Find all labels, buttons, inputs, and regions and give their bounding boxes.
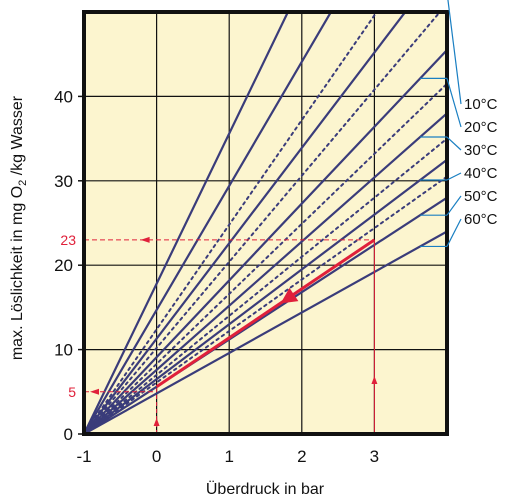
solid-line-unlabeled-0 bbox=[84, 12, 290, 434]
y-tick-label-2: 20 bbox=[54, 256, 73, 275]
example-arrow-up-start bbox=[153, 418, 160, 426]
grid-lines bbox=[84, 12, 447, 434]
x-tick-label-1: 0 bbox=[152, 447, 161, 466]
series-line-5 bbox=[84, 230, 447, 434]
legend: 10°C 20°C 30°C 40°C 50°C 60°C bbox=[420, 0, 498, 248]
example-read-arrow-1 bbox=[140, 236, 150, 243]
y-tick-label-0: 0 bbox=[64, 425, 73, 444]
legend-label-5: 60°C bbox=[464, 211, 498, 228]
plot-background bbox=[84, 12, 447, 434]
series-line-1 bbox=[84, 49, 447, 434]
legend-connector-5 bbox=[446, 218, 462, 247]
legend-label-1: 20°C bbox=[464, 119, 498, 136]
x-tick-label-0: -1 bbox=[76, 447, 91, 466]
example-direction-marker bbox=[280, 287, 299, 304]
legend-connector-4 bbox=[446, 195, 462, 216]
series-line-0 bbox=[84, 12, 407, 434]
dotted-line-1 bbox=[84, 12, 442, 434]
y-axis-title: max. Löslichkeit in mg O2 /kg Wasser bbox=[9, 95, 29, 360]
dotted-line-3 bbox=[84, 137, 447, 434]
legend-label-3: 40°C bbox=[464, 165, 498, 182]
y-tick-label-3: 30 bbox=[54, 172, 73, 191]
dotted-line-4 bbox=[84, 175, 447, 434]
dotted-line-0 bbox=[84, 12, 378, 434]
example-read-label-1: 23 bbox=[60, 232, 76, 248]
x-tick-label-4: 3 bbox=[370, 447, 379, 466]
x-tick-label-3: 2 bbox=[297, 447, 306, 466]
series-line-3 bbox=[84, 158, 447, 434]
example-read-label-0: 5 bbox=[68, 384, 76, 400]
example-path: 5 23 bbox=[60, 232, 378, 434]
legend-label-4: 50°C bbox=[464, 188, 498, 205]
legend-connector-3 bbox=[446, 172, 462, 181]
y-tick-label-4: 40 bbox=[54, 87, 73, 106]
example-arrow-up-end bbox=[371, 376, 378, 384]
solid-line-unlabeled-1 bbox=[84, 12, 333, 434]
dotted-series bbox=[84, 12, 447, 434]
y-axis-title-part-1: max. Löslichkeit in mg O bbox=[9, 186, 26, 360]
x-tick-label-2: 1 bbox=[224, 447, 233, 466]
legend-connector-2 bbox=[446, 136, 462, 151]
legend-label-2: 30°C bbox=[464, 142, 498, 159]
y-axis-title-subscript: 2 bbox=[17, 180, 29, 186]
legend-connector-1 bbox=[446, 78, 462, 128]
legend-label-0: 10°C bbox=[464, 96, 498, 113]
dotted-line-2 bbox=[84, 82, 447, 434]
example-read-arrow-0 bbox=[90, 388, 99, 395]
legend-connector-0 bbox=[447, 0, 462, 105]
y-tick-label-1: 10 bbox=[54, 341, 73, 360]
solid-series bbox=[84, 12, 447, 434]
y-axis-title-part-2: /kg Wasser bbox=[9, 95, 26, 180]
series-line-2 bbox=[84, 112, 447, 434]
plot-frame bbox=[82, 10, 449, 436]
x-axis-title: Überdruck in bar bbox=[206, 480, 325, 498]
example-path-line bbox=[155, 238, 376, 388]
series-line-4 bbox=[84, 196, 447, 434]
